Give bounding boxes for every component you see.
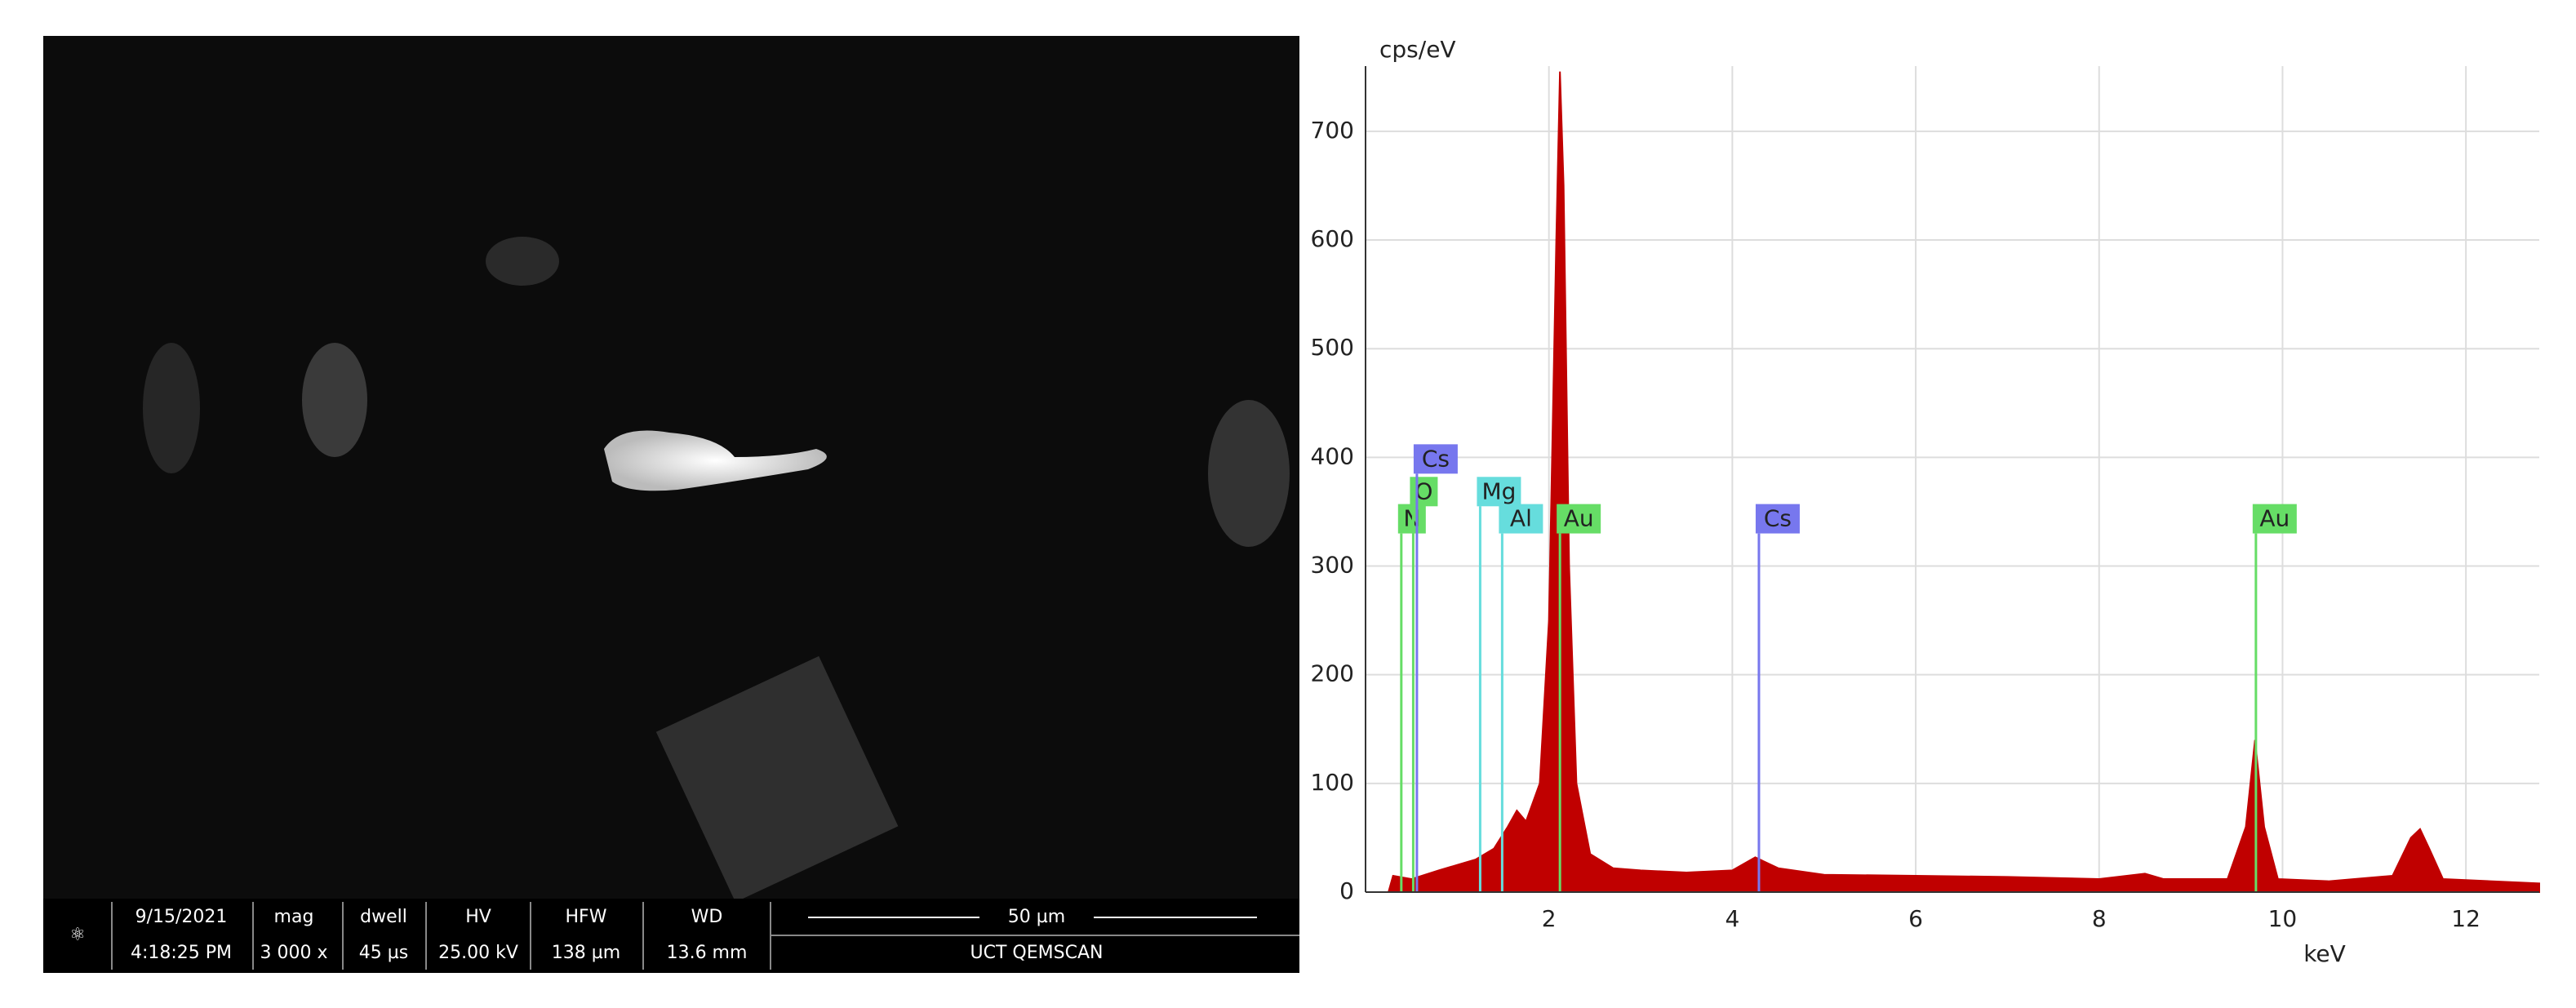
x-tick-label: 8 [2092, 905, 2107, 932]
element-label-box [1413, 444, 1458, 474]
x-tick-label: 10 [2268, 905, 2298, 932]
y-axis-label: cps/eV [1379, 36, 1456, 63]
element-label-box [1499, 504, 1543, 534]
info-value: 25.00 kV [438, 943, 518, 963]
element-label: O [1415, 477, 1432, 504]
element-label-box [2252, 504, 2297, 534]
x-axis-label: keV [2303, 940, 2346, 967]
spectrum-area [1387, 71, 2540, 893]
spectrum-chart: cps/eV keV 0 100 200 300 400 500 600 700 2 4 6 8 10 1… [1311, 36, 2540, 967]
info-bar: ⚛ 9/15/2021 4:18:25 PM mag 3 000 x dwell… [43, 899, 1299, 973]
y-tick-label: 0 [1339, 877, 1354, 904]
y-tick-label: 300 [1311, 552, 1354, 579]
element-label-box [1397, 504, 1426, 534]
y-tick-label: 400 [1311, 442, 1354, 469]
info-time: 4:18:25 PM [131, 943, 232, 963]
sem-image [43, 36, 1299, 903]
element-label-box [1477, 477, 1521, 507]
x-tick-label: 2 [1542, 905, 1557, 932]
element-label: Cs [1422, 445, 1450, 472]
element-label: Au [2259, 505, 2290, 532]
info-source: UCT QEMSCAN [970, 943, 1104, 963]
y-tick-label: 700 [1311, 117, 1354, 144]
element-label-box [1410, 477, 1438, 507]
info-label: HFW [566, 907, 607, 927]
info-value: 3 000 x [260, 943, 328, 963]
info-label: mag [274, 907, 314, 927]
y-tick-label: 500 [1311, 334, 1354, 361]
y-tick-label: 600 [1311, 225, 1354, 252]
logo: ⚛ [69, 925, 86, 945]
element-label: Cs [1764, 505, 1792, 532]
info-label: WD [691, 907, 723, 927]
info-date: 9/15/2021 [135, 907, 228, 927]
element-label: Al [1510, 505, 1532, 532]
element-label-box [1755, 504, 1800, 534]
y-tick-label: 100 [1311, 769, 1354, 796]
info-label: dwell [360, 907, 407, 927]
info-value: 13.6 mm [667, 943, 748, 963]
element-label: Mg [1481, 477, 1516, 504]
info-value: 138 µm [552, 943, 620, 963]
y-tick-label: 200 [1311, 660, 1354, 687]
scale-bar-label: 50 µm [1008, 907, 1065, 927]
info-label: HV [465, 907, 491, 927]
x-tick-label: 12 [2451, 905, 2481, 932]
x-tick-label: 4 [1725, 905, 1739, 932]
info-value: 45 µs [359, 943, 408, 963]
element-label-box [1557, 504, 1601, 534]
element-label: Au [1564, 505, 1594, 532]
x-tick-label: 6 [1908, 905, 1923, 932]
